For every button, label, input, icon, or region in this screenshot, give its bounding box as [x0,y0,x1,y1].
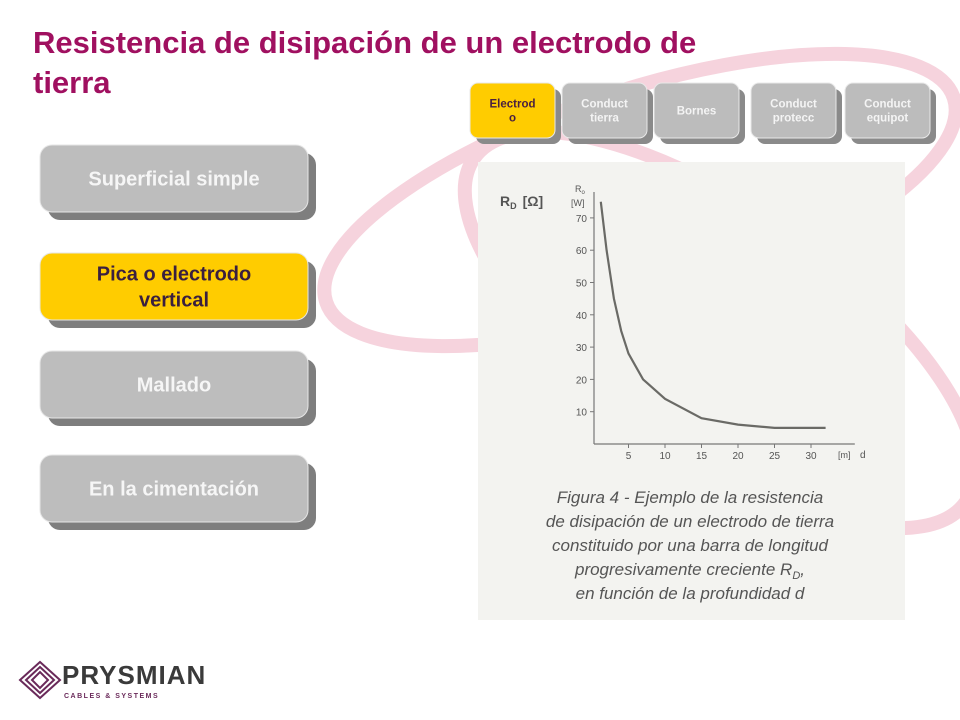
menu-button[interactable]: En la cimentación [39,454,316,530]
y-tick-label: 70 [576,214,588,225]
button-label: Mallado [137,375,211,397]
tabs: Electrod o Conduct tierra Bornes Conduct prote… [469,82,936,144]
caption-text: en función de la profundidad d [576,584,805,603]
button-label: En la cimentación [89,479,259,501]
logo: PRYSMIAN CABLES & SYSTEMS [18,660,206,700]
y-tick-label: 20 [576,375,588,386]
x-tick-label: 30 [805,451,817,462]
y-tick-label: 10 [576,408,588,419]
title-line: tierra [33,65,111,100]
y-tick-label: 60 [576,246,588,257]
caption-line: Figura 4 - Ejemplo de la resistencia [557,488,823,507]
tab-face [653,82,740,139]
tab[interactable]: Conduct equipot [844,82,936,144]
tab-label: Electrod [489,99,535,111]
x-tick-label: 15 [696,451,708,462]
tab-label: Conduct [581,99,628,111]
button-face [39,454,309,523]
y-label-2-symbol: R [575,184,582,194]
button-face [39,350,309,419]
x-tick-label: 5 [626,451,632,462]
y-label-symbol: R [500,193,510,209]
button-label: Superficial simple [88,169,259,191]
button-label: Pica o electrodo [97,264,252,286]
buttons: Superficial simple Pica o electrodo vertic… [39,144,316,530]
figure-background [478,162,905,620]
button-label: vertical [139,290,209,312]
title: Resistencia de disipación de un electrod… [33,25,696,100]
caption-text: de disipación de un electrodo de tierra [546,512,834,531]
tab-label: Conduct [770,99,817,111]
y-label-unit: [Ω] [523,193,544,209]
menu-button[interactable]: Superficial simple [39,144,316,220]
caption-line: progresivamente creciente RD, [574,560,805,582]
title-line: Resistencia de disipación de un electrod… [33,25,696,60]
tab-label: protecc [773,113,815,125]
tab-face [750,82,837,139]
curve [599,201,826,429]
tab-label: o [509,113,516,125]
caption-end: , [800,560,805,579]
x-tick-label: 25 [769,451,781,462]
menu-button[interactable]: Pica o electrodo vertical [39,252,316,328]
y-tick-label: 50 [576,279,588,290]
tab-face [469,82,556,139]
x-label-symbol: d [860,450,866,461]
caption-line: en función de la profundidad d [576,584,805,603]
tab-face [561,82,648,139]
logo-name: PRYSMIAN [62,660,206,690]
x-label-unit: [m] [838,450,851,460]
caption-line: de disipación de un electrodo de tierra [546,512,834,531]
tab-face [844,82,931,139]
caption-text: progresivamente creciente R [574,560,792,579]
y-label-sub: D [510,201,517,211]
y-label: RD [Ω] [500,193,543,211]
tab-label: Bornes [677,106,717,118]
tab[interactable]: Electrod o [469,82,561,144]
x-tick-label: 10 [659,451,671,462]
button-face [39,252,309,321]
tab-label: equipot [867,113,909,125]
logo-mark [18,660,62,700]
y-label-2-sub: o [582,190,586,196]
y-label-2: Ro [575,184,586,196]
y-label-2-unit: [W] [571,198,585,208]
x-tick-label: 20 [732,451,744,462]
menu-button[interactable]: Mallado [39,350,316,426]
y-tick-label: 40 [576,311,588,322]
tab[interactable]: Conduct protecc [750,82,842,144]
tab-label: tierra [590,113,619,125]
tab[interactable]: Bornes [653,82,745,144]
logo-tagline: CABLES & SYSTEMS [64,693,159,700]
button-face [39,144,309,213]
caption-text: constituido por una barra de longitud [552,536,829,555]
caption-sub: D [792,570,800,582]
tab[interactable]: Conduct tierra [561,82,653,144]
caption-text: Figura 4 - Ejemplo de la resistencia [557,488,823,507]
y-tick-label: 30 [576,343,588,354]
tab-label: Conduct [864,99,911,111]
caption-line: constituido por una barra de longitud [552,536,829,555]
